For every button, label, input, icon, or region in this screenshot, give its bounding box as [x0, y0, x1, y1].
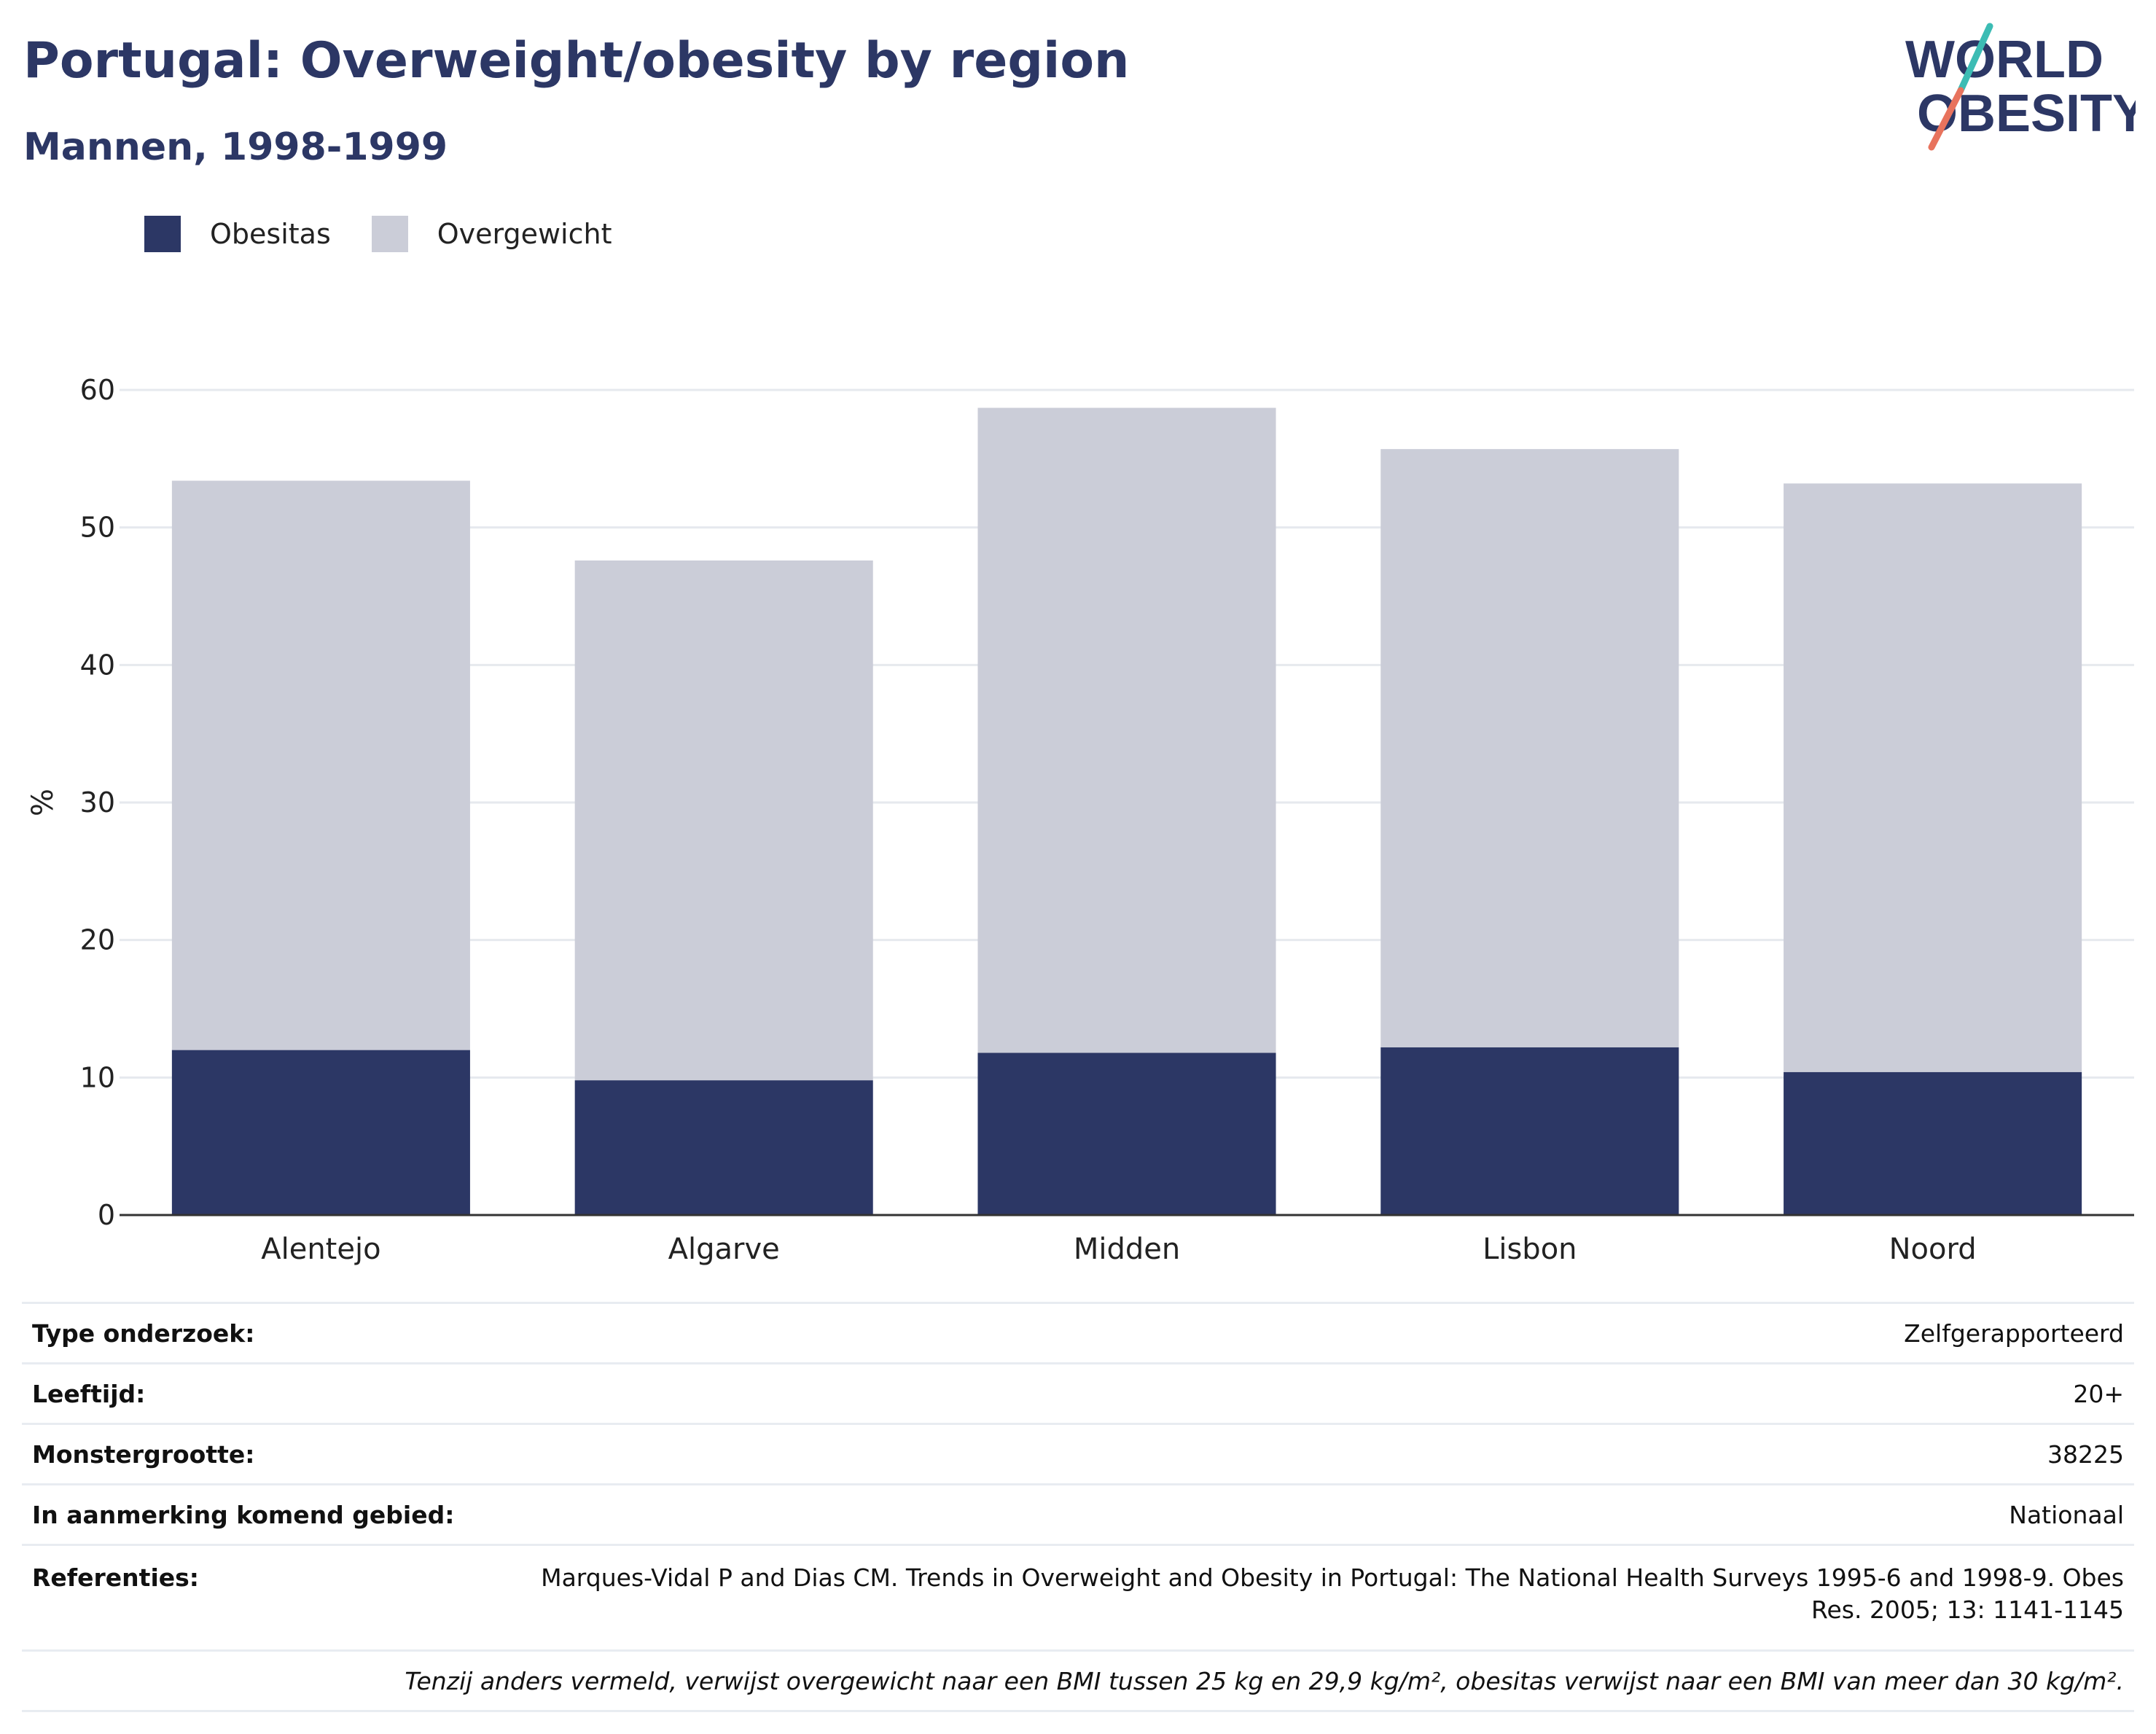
- bar-obesitas-algarve: [574, 1080, 873, 1215]
- y-tick-label: 0: [98, 1199, 115, 1231]
- bar-obesitas-noord: [1784, 1071, 2082, 1215]
- logo-slash-teal: [1957, 23, 1993, 94]
- info-label: Monstergrootte:: [22, 1423, 480, 1485]
- bar-overgewicht-noord: [1784, 483, 2082, 1072]
- legend-label-overgewicht: Overgewicht: [437, 218, 612, 250]
- info-value: 38225: [480, 1423, 2134, 1485]
- y-tick-label: 60: [80, 374, 115, 406]
- y-tick-label: 20: [80, 924, 115, 956]
- reference-line-1: Marques-Vidal P and Dias CM. Trends in O…: [541, 1563, 2124, 1592]
- info-row-note: Tenzij anders vermeld, verwijst overgewi…: [22, 1649, 2134, 1712]
- legend-swatch-overgewicht: [371, 216, 408, 252]
- bar-obesitas-alentejo: [171, 1050, 470, 1215]
- info-value: Nationaal: [480, 1483, 2134, 1545]
- bar-chart: 0 10 20 30 40 50 60% Alentejo Algarve Midden Lisbo…: [26, 374, 2134, 1266]
- chart-legend: Obesitas Overgewicht: [144, 216, 653, 252]
- info-row-sample-size: Monstergrootte: 38225: [22, 1423, 2134, 1485]
- legend-item-overgewicht[interactable]: Overgewicht: [371, 216, 612, 252]
- chart-subtitle: Mannen, 1998-1999: [23, 125, 448, 169]
- info-label: In aanmerking komend gebied:: [22, 1483, 480, 1545]
- bar-obesitas-lisbon: [1380, 1047, 1679, 1215]
- info-row-age: Leeftijd: 20+: [22, 1362, 2134, 1424]
- info-label: Leeftijd:: [22, 1362, 480, 1424]
- bar-overgewicht-midden: [977, 407, 1276, 1053]
- info-value: Zelfgerapporteerd: [480, 1302, 2134, 1364]
- logo-text-world: WORLD: [1905, 31, 2104, 89]
- bar-obesitas-midden: [977, 1052, 1276, 1215]
- bar-overgewicht-lisbon: [1380, 449, 1679, 1047]
- survey-info-table: Type onderzoek: Zelfgerapporteerd Leefti…: [22, 1302, 2134, 1712]
- info-label: Type onderzoek:: [22, 1302, 480, 1364]
- info-row-area: In aanmerking komend gebied: Nationaal: [22, 1483, 2134, 1545]
- info-row-survey-type: Type onderzoek: Zelfgerapporteerd: [22, 1302, 2134, 1364]
- world-obesity-logo: WORLD OBESITY: [1905, 23, 2136, 151]
- logo-slash-coral: [1928, 87, 1964, 151]
- y-axis-label: %: [26, 789, 60, 816]
- info-value: Marques-Vidal P and Dias CM. Trends in O…: [480, 1544, 2134, 1651]
- legend-label-obesitas: Obesitas: [210, 218, 331, 250]
- reference-line-2: Res. 2005; 13: 1141-1145: [1811, 1596, 2124, 1624]
- x-tick-label: Noord: [1889, 1233, 1977, 1266]
- bar-overgewicht-algarve: [574, 560, 873, 1081]
- bar-overgewicht-alentejo: [171, 480, 470, 1050]
- x-tick-label: Alentejo: [261, 1233, 380, 1266]
- y-tick-label: 30: [80, 786, 115, 819]
- x-tick-label: Lisbon: [1483, 1233, 1577, 1266]
- x-tick-label: Midden: [1074, 1233, 1180, 1266]
- logo-text-obesity: OBESITY: [1917, 85, 2136, 143]
- x-tick-label: Algarve: [668, 1233, 780, 1266]
- bmi-definition-note: Tenzij anders vermeld, verwijst overgewi…: [22, 1649, 2134, 1712]
- info-label: Referenties:: [22, 1544, 480, 1651]
- y-tick-label: 40: [80, 649, 115, 681]
- y-tick-label: 10: [80, 1061, 115, 1093]
- info-value: 20+: [480, 1362, 2134, 1424]
- info-row-references: Referenties: Marques-Vidal P and Dias CM…: [22, 1544, 2134, 1651]
- legend-swatch-obesitas: [144, 216, 181, 252]
- chart-title: Portugal: Overweight/obesity by region: [23, 32, 1130, 90]
- y-tick-label: 50: [80, 512, 115, 544]
- legend-item-obesitas[interactable]: Obesitas: [144, 216, 331, 252]
